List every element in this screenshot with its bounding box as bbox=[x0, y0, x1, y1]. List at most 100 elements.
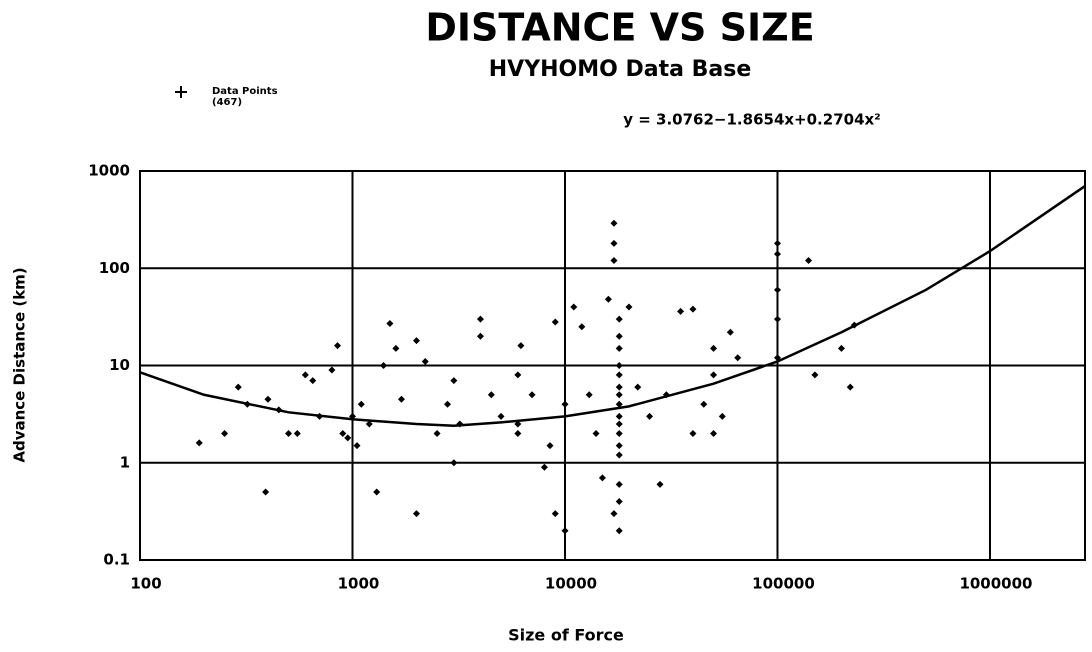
data-point bbox=[264, 395, 272, 403]
data-point bbox=[700, 400, 708, 408]
data-point bbox=[333, 342, 341, 350]
x-tick-label: 1000 bbox=[338, 575, 380, 593]
data-point bbox=[433, 429, 441, 437]
data-point bbox=[615, 412, 623, 420]
data-point bbox=[615, 362, 623, 369]
data-point bbox=[528, 391, 536, 399]
data-point bbox=[380, 362, 388, 369]
data-point bbox=[610, 239, 618, 247]
data-point bbox=[450, 459, 458, 467]
data-point bbox=[726, 328, 734, 336]
data-point bbox=[540, 463, 548, 471]
data-point bbox=[615, 527, 623, 535]
data-point bbox=[578, 323, 586, 331]
data-point bbox=[450, 377, 458, 385]
y-tick-label: 1 bbox=[120, 453, 130, 471]
data-point bbox=[625, 303, 633, 311]
data-point bbox=[476, 315, 484, 323]
data-point bbox=[615, 451, 623, 459]
data-point bbox=[476, 332, 484, 340]
data-point bbox=[357, 400, 365, 408]
data-point bbox=[615, 371, 623, 379]
data-point bbox=[615, 442, 623, 450]
data-point bbox=[610, 257, 618, 265]
data-point bbox=[444, 400, 452, 408]
data-point bbox=[373, 488, 381, 496]
data-point bbox=[773, 250, 781, 258]
data-point bbox=[646, 412, 654, 420]
data-point bbox=[615, 332, 623, 340]
data-point bbox=[412, 510, 420, 518]
data-point bbox=[689, 429, 697, 437]
x-tick-label: 10000 bbox=[545, 575, 597, 593]
data-point bbox=[610, 219, 618, 227]
y-axis-label: Advance Distance (km) bbox=[11, 267, 29, 462]
data-point bbox=[615, 497, 623, 505]
x-tick-label: 100000 bbox=[752, 575, 815, 593]
data-point bbox=[773, 286, 781, 294]
data-point bbox=[585, 391, 593, 399]
data-point bbox=[592, 429, 600, 437]
data-point bbox=[309, 377, 317, 385]
data-point bbox=[615, 383, 623, 391]
data-point bbox=[689, 305, 697, 313]
data-point bbox=[517, 342, 525, 350]
data-point bbox=[195, 439, 203, 447]
legend-count: (467) bbox=[212, 97, 242, 108]
data-point bbox=[353, 442, 361, 450]
x-axis-label: Size of Force bbox=[508, 626, 624, 645]
data-point bbox=[234, 383, 242, 391]
data-point bbox=[262, 488, 270, 496]
data-point bbox=[610, 510, 618, 518]
data-point bbox=[710, 429, 718, 437]
data-point bbox=[811, 371, 819, 379]
data-point bbox=[615, 391, 623, 399]
legend-marker bbox=[175, 86, 187, 98]
data-point bbox=[773, 315, 781, 323]
data-point bbox=[339, 429, 347, 437]
data-point bbox=[412, 337, 420, 345]
data-point bbox=[328, 366, 336, 374]
data-point bbox=[561, 400, 569, 408]
x-tick-label: 100 bbox=[130, 575, 161, 593]
data-point bbox=[293, 429, 301, 437]
data-point bbox=[546, 442, 554, 450]
data-point bbox=[514, 420, 522, 428]
data-point bbox=[285, 429, 293, 437]
data-point bbox=[604, 295, 612, 303]
data-point bbox=[710, 371, 718, 379]
data-point bbox=[221, 429, 229, 437]
data-point bbox=[598, 474, 606, 482]
y-tick-label: 100 bbox=[99, 259, 130, 277]
data-point bbox=[570, 303, 578, 311]
data-point bbox=[615, 429, 623, 437]
data-point bbox=[615, 315, 623, 323]
data-point bbox=[615, 480, 623, 488]
data-point bbox=[421, 357, 429, 365]
data-point bbox=[615, 400, 623, 408]
y-tick-label: 0.1 bbox=[103, 551, 130, 569]
data-point bbox=[634, 383, 642, 391]
data-point bbox=[805, 257, 813, 265]
data-point bbox=[392, 344, 400, 352]
data-point bbox=[365, 420, 373, 428]
data-point bbox=[344, 434, 352, 442]
data-point bbox=[656, 480, 664, 488]
data-point bbox=[837, 344, 845, 352]
data-point bbox=[551, 510, 559, 518]
data-point bbox=[551, 318, 559, 326]
y-tick-label: 1000 bbox=[88, 162, 130, 180]
data-point bbox=[497, 412, 505, 420]
data-point bbox=[615, 420, 623, 428]
data-point bbox=[615, 344, 623, 352]
data-point bbox=[397, 395, 405, 403]
data-point bbox=[846, 383, 854, 391]
data-point bbox=[773, 239, 781, 247]
legend-label: Data Points bbox=[212, 86, 278, 97]
data-point bbox=[487, 391, 495, 399]
data-point bbox=[677, 307, 685, 315]
data-point bbox=[301, 371, 309, 379]
equation: y = 3.0762−1.8654x+0.2704x² bbox=[623, 111, 881, 129]
data-point bbox=[514, 429, 522, 437]
